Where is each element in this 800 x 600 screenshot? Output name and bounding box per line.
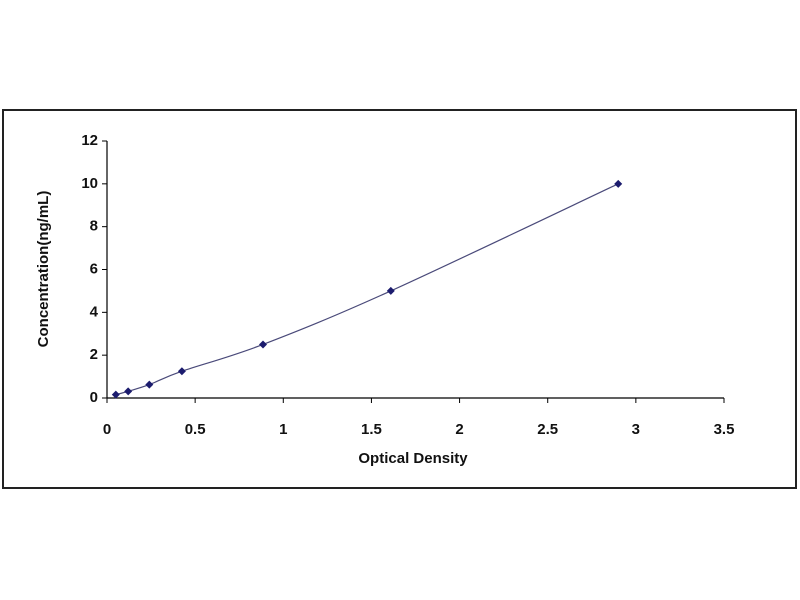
- x-tick-label: 1: [279, 421, 287, 438]
- x-tick-label: 3.5: [714, 421, 735, 438]
- y-tick-label: 4: [90, 303, 99, 320]
- data-point: [111, 390, 120, 399]
- x-tick-label: 1.5: [361, 421, 382, 438]
- y-tick-label: 6: [90, 260, 98, 277]
- x-axis-label: Optical Density: [358, 450, 468, 467]
- x-tick-label: 3: [632, 421, 640, 438]
- data-point: [386, 286, 395, 295]
- data-point: [259, 340, 268, 349]
- y-tick-label: 2: [90, 346, 98, 363]
- y-tick-label: 0: [90, 389, 98, 406]
- y-tick-label: 12: [81, 132, 98, 149]
- y-tick-label: 10: [81, 175, 98, 192]
- chart-frame: [2, 109, 797, 489]
- x-tick-label: 0: [103, 421, 111, 438]
- x-tick-label: 0.5: [185, 421, 206, 438]
- data-point: [614, 179, 623, 188]
- data-point: [124, 387, 133, 396]
- y-axis-label: Concentration(ng/mL): [35, 191, 52, 348]
- x-tick-label: 2: [455, 421, 463, 438]
- data-point: [177, 367, 186, 376]
- x-tick-label: 2.5: [537, 421, 558, 438]
- data-point: [145, 380, 154, 389]
- y-tick-label: 8: [90, 218, 98, 235]
